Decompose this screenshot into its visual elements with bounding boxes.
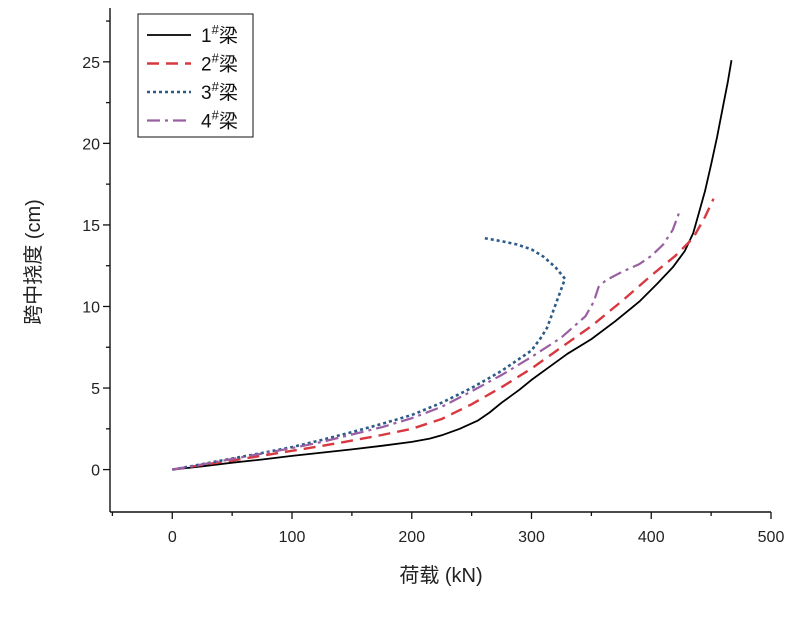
legend-label-superscript: # [212, 22, 220, 37]
legend-label-superscript: # [212, 51, 220, 66]
y-tick-label: 15 [82, 218, 100, 235]
y-axis-title: 跨中挠度 (cm) [22, 199, 45, 325]
legend-label: 3#梁 [201, 79, 238, 104]
legend-item-2: 2#梁 [147, 51, 238, 76]
legend-label: 2#梁 [201, 51, 238, 76]
x-tick-label: 100 [279, 529, 306, 546]
x-axis-title: 荷载 (kN) [399, 564, 482, 587]
series-line-1 [172, 60, 733, 471]
legend-label: 1#梁 [201, 22, 238, 47]
legend-label: 4#梁 [201, 108, 238, 133]
legend-item-4: 4#梁 [147, 108, 238, 133]
legend-item-3: 3#梁 [147, 79, 238, 104]
y-tick-label: 10 [82, 299, 100, 316]
y-tick-label: 0 [91, 463, 100, 480]
legend-label-superscript: # [212, 79, 220, 94]
y-tick-label: 5 [91, 381, 100, 398]
legend-item-1: 1#梁 [147, 22, 238, 47]
x-tick-label: 0 [168, 529, 177, 546]
series-line-4 [172, 213, 680, 471]
legend-label-superscript: # [212, 108, 220, 123]
x-tick-label: 300 [518, 529, 545, 546]
series-line-2 [172, 198, 715, 471]
x-tick-label: 200 [398, 529, 425, 546]
legend: 1#梁 2#梁 3#梁 4#梁 [137, 13, 254, 138]
series-line-3 [172, 236, 567, 471]
plot-area [172, 60, 733, 471]
y-axis-ticks: 0 5 10 15 20 25 [82, 20, 110, 480]
y-tick-label: 25 [82, 55, 100, 72]
x-tick-label: 500 [758, 529, 785, 546]
legend-items: 1#梁 2#梁 3#梁 4#梁 [147, 22, 238, 133]
x-axis-ticks: 0 100 200 300 400 500 [111, 512, 785, 546]
y-tick-label: 20 [82, 136, 100, 153]
x-tick-label: 400 [638, 529, 665, 546]
